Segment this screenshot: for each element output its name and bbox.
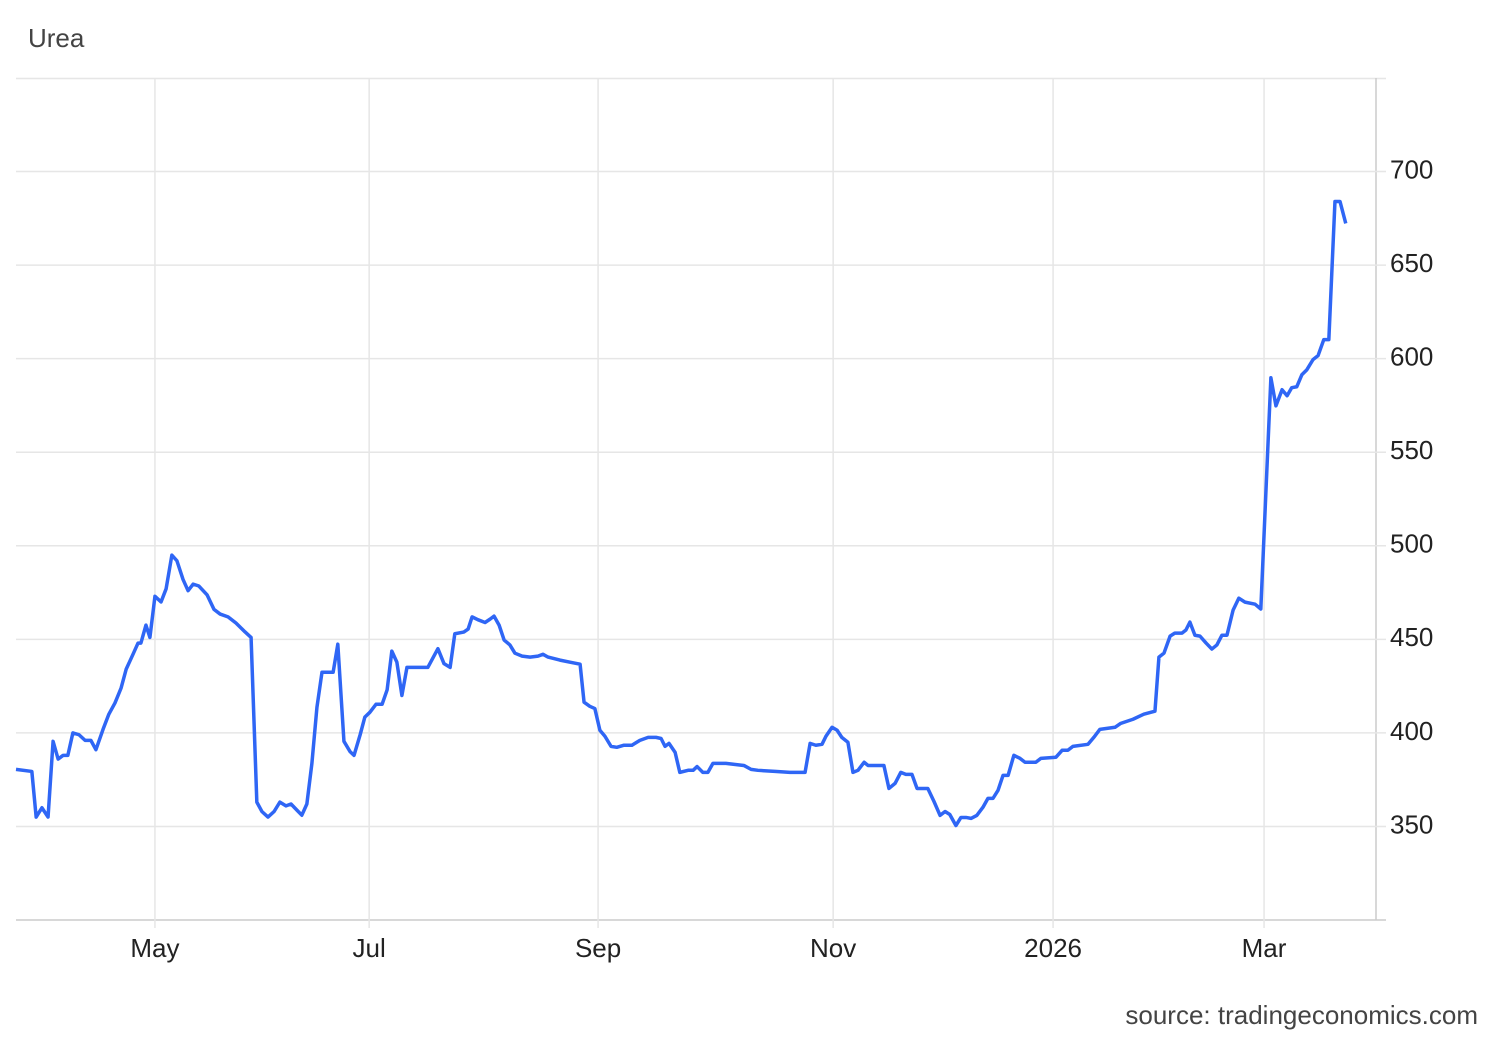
x-tick-label: Mar bbox=[1242, 933, 1287, 963]
x-tick-label: Sep bbox=[575, 933, 621, 963]
y-tick-label: 350 bbox=[1390, 809, 1433, 839]
y-tick-label: 650 bbox=[1390, 248, 1433, 278]
y-tick-label: 600 bbox=[1390, 342, 1433, 372]
x-tick-label: Jul bbox=[353, 933, 386, 963]
y-tick-label: 550 bbox=[1390, 435, 1433, 465]
y-tick-label: 400 bbox=[1390, 716, 1433, 746]
x-tick-label: 2026 bbox=[1024, 933, 1082, 963]
y-tick-label: 500 bbox=[1390, 529, 1433, 559]
x-tick-label: May bbox=[130, 933, 179, 963]
x-tick-label: Nov bbox=[810, 933, 856, 963]
chart-title: Urea bbox=[28, 23, 85, 53]
source-note: source: tradingeconomics.com bbox=[1125, 1000, 1478, 1030]
y-tick-label: 450 bbox=[1390, 622, 1433, 652]
data-line bbox=[15, 199, 1348, 828]
y-tick-label: 700 bbox=[1390, 154, 1433, 184]
